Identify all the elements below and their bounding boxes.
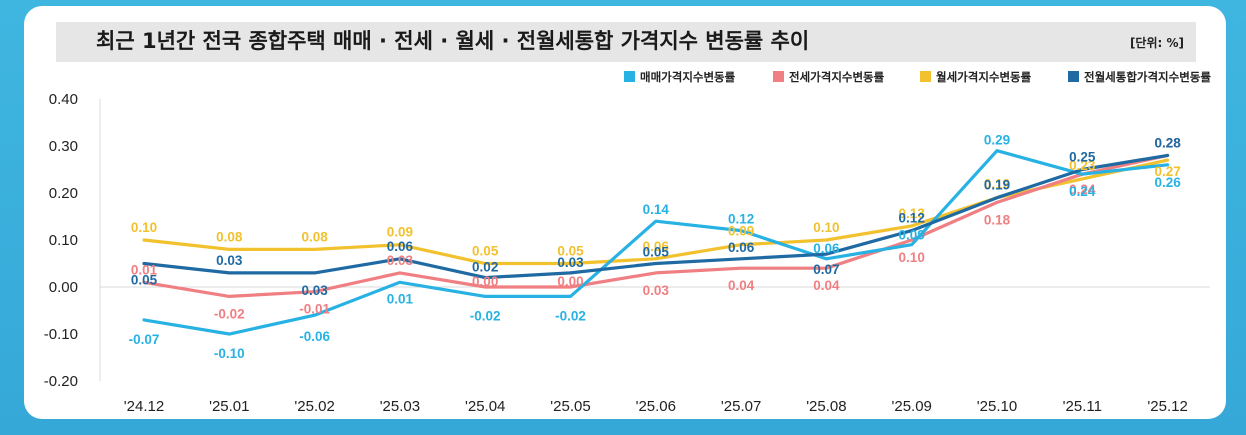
data-label: 0.02 <box>472 260 498 275</box>
x-tick-label: '25.08 <box>806 398 846 415</box>
data-label: -0.07 <box>129 332 160 347</box>
line-chart: 0.40 0.30 0.20 0.10 0.00 -0.10 -0.20 '24.12 '25.… <box>44 70 1212 415</box>
data-label: 0.01 <box>131 262 158 277</box>
x-tick-label: '25.04 <box>465 398 505 415</box>
chart-card: 최근 1년간 전국 종합주택 매매 · 전세 · 월세 · 전월세통합 가격지수… <box>24 6 1226 419</box>
x-tick-label: '25.11 <box>1063 398 1102 415</box>
data-label: 0.19 <box>984 177 1010 192</box>
data-label: 0.05 <box>557 244 584 259</box>
x-tick-label: '25.09 <box>891 398 931 415</box>
data-label: 0.06 <box>643 239 670 254</box>
data-label: -0.01 <box>299 302 330 317</box>
data-label: 0.00 <box>472 274 498 289</box>
legend-label: 전월세통합가격지수변동률 <box>1084 70 1211 84</box>
data-label: 0.09 <box>728 224 754 239</box>
series-line <box>142 153 1170 298</box>
legend-label: 월세가격지수변동률 <box>936 70 1032 84</box>
legend-swatch <box>624 71 635 82</box>
y-tick-label: 0.00 <box>49 279 78 296</box>
y-tick-label: -0.20 <box>44 373 78 390</box>
data-label: -0.02 <box>555 308 586 323</box>
unit-label: [단위: %] <box>1129 36 1184 50</box>
x-tick-label: '25.07 <box>721 398 761 415</box>
data-label: -0.02 <box>470 308 501 323</box>
y-tick-label: 0.30 <box>49 138 78 155</box>
y-tick-label: 0.10 <box>49 232 78 249</box>
data-label: 0.03 <box>557 255 584 270</box>
legend-swatch <box>920 71 931 82</box>
data-label: 0.03 <box>643 283 670 298</box>
data-label: 0.07 <box>813 262 839 277</box>
data-label: 0.27 <box>1154 164 1180 179</box>
data-label: 0.01 <box>387 291 414 306</box>
data-label: 0.08 <box>301 229 328 244</box>
data-label: 0.03 <box>301 283 328 298</box>
data-label: -0.06 <box>299 329 330 344</box>
data-label: 0.06 <box>813 241 840 256</box>
data-label: 0.00 <box>557 274 583 289</box>
data-label: 0.03 <box>387 253 414 268</box>
x-tick-label: '25.06 <box>636 398 676 415</box>
data-label: 0.19 <box>984 178 1010 193</box>
data-label: 0.12 <box>899 211 925 226</box>
data-label: 0.05 <box>643 245 670 260</box>
series-line <box>142 149 1170 336</box>
x-tick-label: '25.03 <box>380 398 420 415</box>
x-tick-label: '25.05 <box>550 398 590 415</box>
data-label: -0.10 <box>214 346 245 361</box>
data-label: 0.14 <box>643 202 670 217</box>
data-label: 0.09 <box>387 225 413 240</box>
data-label: 0.28 <box>1154 135 1181 150</box>
data-label: 0.12 <box>728 212 754 227</box>
chart-title: 최근 1년간 전국 종합주택 매매 · 전세 · 월세 · 전월세통합 가격지수… <box>96 29 810 53</box>
data-label: 0.25 <box>1069 150 1096 165</box>
data-label: 0.29 <box>984 133 1010 148</box>
data-label: 0.26 <box>1154 175 1181 190</box>
x-tick-label: '25.10 <box>977 398 1017 415</box>
data-label: 0.28 <box>1154 135 1181 150</box>
data-label: 0.23 <box>1069 158 1096 173</box>
data-label: 0.06 <box>728 240 755 255</box>
data-label: 0.05 <box>472 244 499 259</box>
data-label: 0.10 <box>131 220 157 235</box>
data-label: 0.13 <box>899 206 926 221</box>
data-label: 0.05 <box>131 273 158 288</box>
data-label: -0.02 <box>214 306 245 321</box>
series-line <box>142 153 1170 280</box>
x-tick-label: '25.12 <box>1147 398 1187 415</box>
legend-swatch <box>1068 71 1079 82</box>
title-bar: 최근 1년간 전국 종합주택 매매 · 전세 · 월세 · 전월세통합 가격지수… <box>56 22 1196 62</box>
data-label: 0.04 <box>813 278 840 293</box>
data-label: 0.04 <box>728 278 755 293</box>
data-label: 0.18 <box>984 212 1011 227</box>
data-label: 0.10 <box>899 250 925 265</box>
data-label: 0.10 <box>813 220 839 235</box>
x-tick-label: '25.02 <box>294 398 334 415</box>
data-label: 0.08 <box>216 229 243 244</box>
x-tick-label: '25.01 <box>209 398 249 415</box>
data-label: 0.06 <box>387 239 414 254</box>
x-tick-label: '24.12 <box>124 398 164 415</box>
data-label: 0.24 <box>1069 184 1096 199</box>
data-label: 0.24 <box>1069 182 1096 197</box>
y-tick-label: 0.40 <box>49 91 78 108</box>
legend-label: 매매가격지수변동률 <box>640 70 736 84</box>
data-label: 0.09 <box>899 228 925 243</box>
y-tick-label: 0.20 <box>49 185 78 202</box>
y-tick-label: -0.10 <box>44 326 78 343</box>
data-label: 0.03 <box>216 253 243 268</box>
legend-swatch <box>773 71 784 82</box>
legend-label: 전세가격지수변동률 <box>789 70 885 84</box>
